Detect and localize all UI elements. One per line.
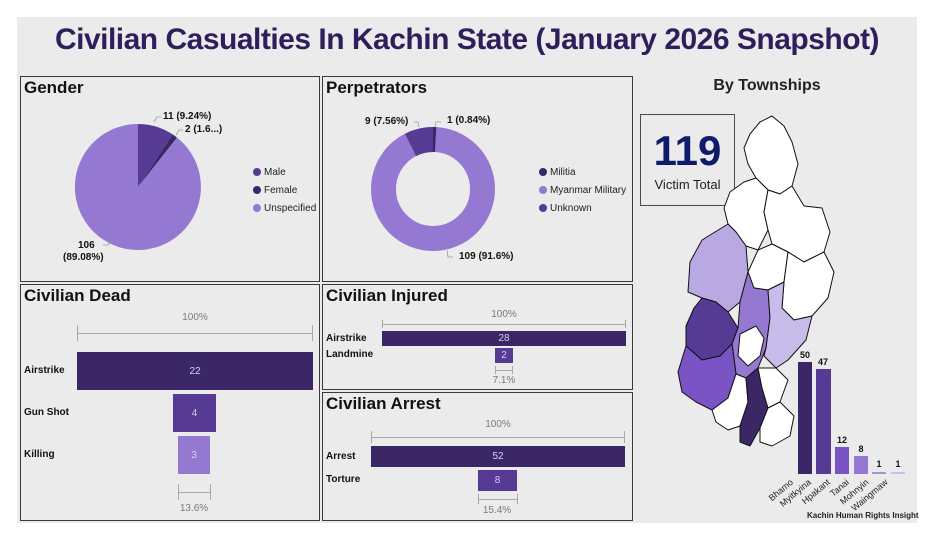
bottom-axis (178, 492, 210, 493)
bottom-percent-label: 15.4% (482, 505, 512, 516)
legend-item-militia[interactable]: Militia (539, 163, 626, 181)
top-percent-label: 100% (491, 309, 517, 320)
axis-tick (512, 366, 513, 374)
category-label-landmine: Landmine (326, 349, 374, 360)
civilian-dead-panel: Civilian Dead 100% Airstrike 22 Gun Shot… (20, 284, 320, 521)
female-swatch-icon (253, 186, 261, 194)
bar-torture[interactable]: 8 (478, 470, 517, 491)
map-region-mohnyin-inner (737, 325, 765, 367)
bar-arrest[interactable]: 52 (371, 446, 625, 467)
bottom-axis (478, 499, 517, 500)
top-percent-label: 100% (485, 419, 511, 430)
unknown-swatch-icon (539, 204, 547, 212)
legend-item-unknown[interactable]: Unknown (539, 199, 626, 217)
female-data-label: 2 (1.6...) (185, 124, 223, 135)
axis-tick (624, 431, 625, 443)
axis-tick (312, 325, 313, 341)
bar-value-myitkyina: 47 (817, 357, 828, 367)
civilian-arrest-panel: Civilian Arrest 100% Arrest 52 Torture 8… (322, 392, 633, 521)
military-swatch-icon (539, 186, 547, 194)
legend-item-unspecified[interactable]: Unspecified (253, 199, 316, 217)
militia-swatch-icon (539, 168, 547, 176)
bar-mohnyin[interactable] (872, 472, 886, 474)
militia-data-label: 1 (0.84%) (447, 115, 491, 126)
top-axis (77, 333, 313, 334)
perpetrators-panel: Perpetrators 9 (7.56%) 1 (0.84%) 109 (91… (322, 76, 633, 282)
bar-tanai[interactable] (854, 456, 868, 474)
unspecified-data-pct: (89.08%) (63, 252, 104, 263)
page-title: Civilian Casualties In Kachin State (Jan… (54, 23, 880, 56)
unspecified-swatch-icon (253, 204, 261, 212)
bar-airstrike[interactable]: 28 (382, 331, 626, 346)
bar-value-tanai: 8 (858, 444, 864, 454)
panel-title: Perpetrators (326, 78, 428, 97)
townships-title: By Townships (713, 77, 821, 94)
top-axis (371, 437, 625, 438)
gender-pie-chart[interactable] (21, 77, 321, 283)
panel-title: Civilian Arrest (326, 394, 441, 413)
victim-total-card: 119 Victim Total (640, 114, 735, 206)
perpetrators-donut-chart[interactable] (323, 77, 634, 283)
gender-panel: Gender 11 (9.24%) 2 (1.6...) 106 (89.08%… (20, 76, 320, 282)
axis-tick (210, 484, 211, 500)
panel-title: Gender (24, 78, 84, 97)
legend-item-male[interactable]: Male (253, 163, 316, 181)
panel-title: Civilian Injured (326, 286, 448, 305)
axis-tick (478, 494, 479, 504)
male-data-label: 11 (9.24%) (163, 111, 212, 122)
source-credit: Kachin Human Rights Insight (807, 511, 919, 520)
victim-total-value: 119 (653, 127, 722, 174)
military-data-label: 109 (91.6%) (459, 251, 514, 262)
axis-tick (178, 484, 179, 500)
bar-value-mohnyin: 1 (876, 459, 882, 469)
category-label-torture: Torture (326, 474, 361, 485)
bottom-percent-label: 7.1% (492, 375, 516, 386)
map-region-tanai (687, 223, 749, 313)
bottom-axis (495, 370, 513, 371)
bar-gun-shot[interactable]: 4 (173, 394, 216, 432)
bottom-percent-label: 13.6% (179, 503, 209, 514)
category-label-airstrike: Airstrike (326, 333, 367, 344)
bar-waingmaw[interactable] (891, 472, 905, 474)
unspecified-data-label: 106 (78, 240, 95, 251)
panel-title: Civilian Dead (24, 286, 131, 305)
legend-item-female[interactable]: Female (253, 181, 316, 199)
axis-tick (77, 325, 78, 341)
category-label-airstrike: Airstrike (24, 365, 65, 376)
bar-value-hpakant: 12 (836, 435, 847, 445)
bar-myitkyina[interactable] (816, 369, 831, 474)
dashboard: Civilian Casualties In Kachin State (Jan… (17, 17, 919, 523)
category-label-gun-shot: Gun Shot (24, 407, 69, 418)
bar-value-waingmaw: 1 (895, 459, 901, 469)
map-region-east (781, 251, 835, 321)
bar-landmine[interactable]: 2 (495, 348, 513, 363)
bar-bhamo[interactable] (798, 362, 812, 474)
top-percent-label: 100% (182, 312, 208, 323)
map-region-south (759, 401, 795, 447)
category-label-arrest: Arrest (326, 451, 356, 462)
bar-hpakant[interactable] (835, 447, 849, 474)
legend-item-military[interactable]: Myanmar Military (539, 181, 626, 199)
civilian-injured-panel: Civilian Injured 100% Airstrike 28 Landm… (322, 284, 633, 390)
bar-airstrike[interactable]: 22 (77, 352, 313, 390)
gender-legend: Male Female Unspecified (253, 163, 316, 217)
map-region-waingmaw (763, 281, 813, 369)
axis-tick (495, 366, 496, 374)
axis-tick (371, 431, 372, 443)
axis-tick (382, 320, 383, 328)
unknown-data-label: 9 (7.56%) (365, 116, 409, 127)
bar-killing[interactable]: 3 (178, 436, 210, 474)
perpetrators-legend: Militia Myanmar Military Unknown (539, 163, 626, 217)
victim-total-caption: Victim Total (654, 177, 721, 192)
axis-tick (625, 320, 626, 328)
top-axis (382, 324, 626, 325)
category-label-killing: Killing (24, 449, 55, 460)
kachin-township-map[interactable] (672, 112, 852, 452)
axis-tick (517, 494, 518, 504)
bar-value-bhamo: 50 (799, 350, 810, 360)
male-swatch-icon (253, 168, 261, 176)
